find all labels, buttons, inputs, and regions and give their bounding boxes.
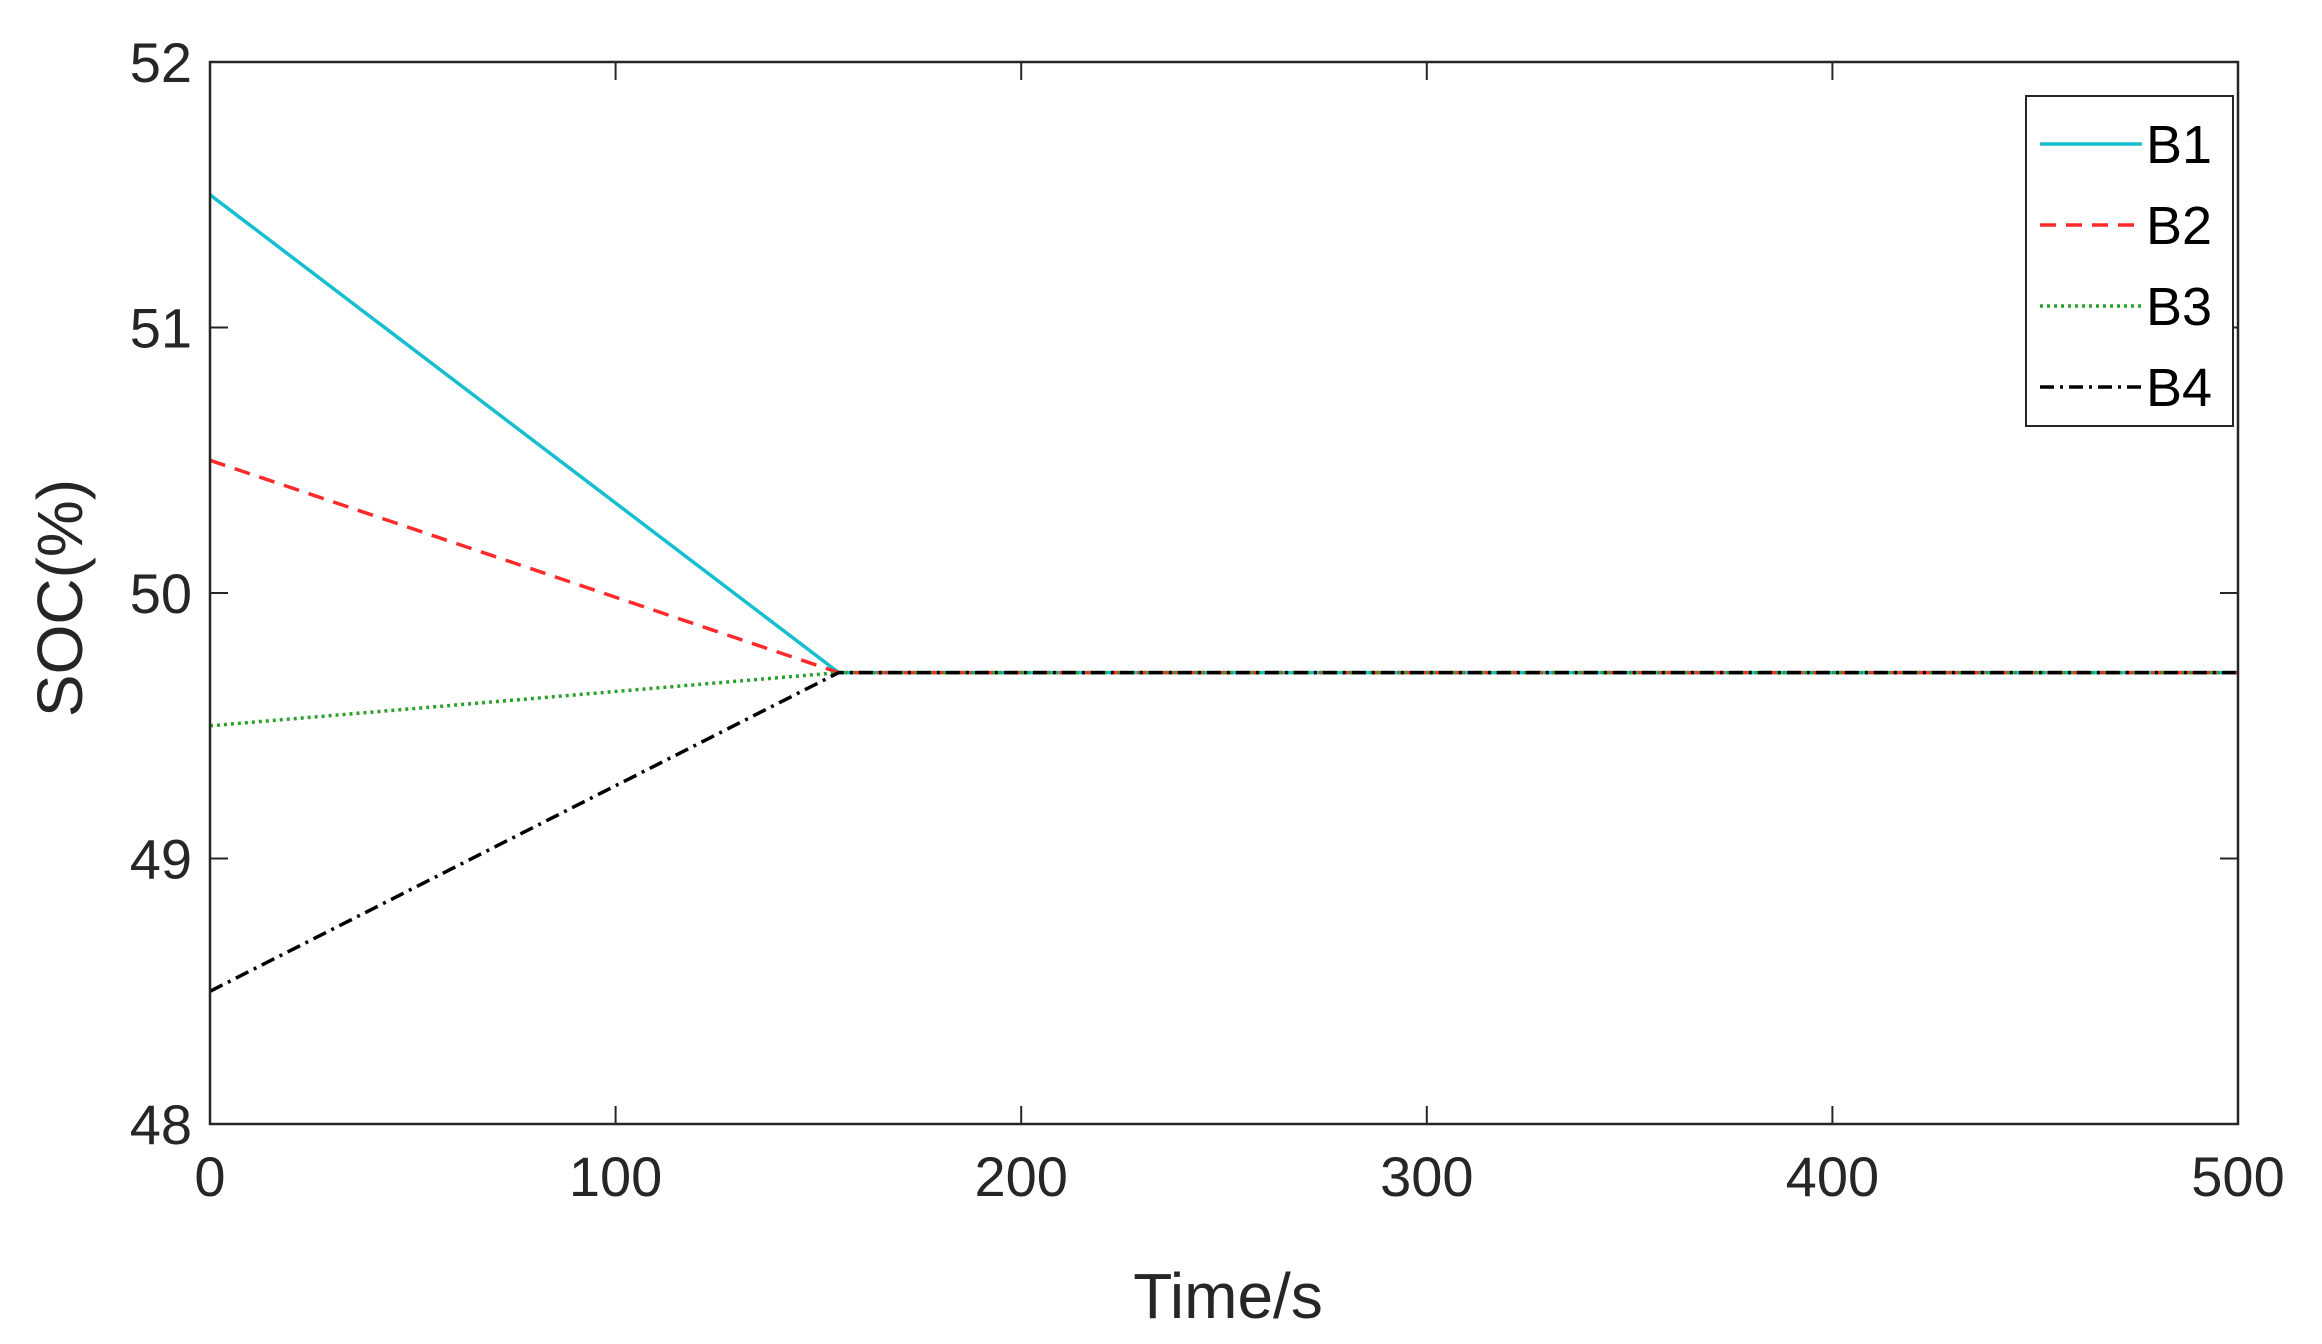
y-axis-ticks: 48 49 50 51 52 — [130, 31, 2238, 1156]
y-tick-label: 50 — [130, 562, 192, 625]
x-tick-label: 500 — [2191, 1145, 2284, 1208]
y-tick-label: 52 — [130, 31, 192, 94]
series-line-b4 — [209, 670, 2238, 993]
legend-label-b4: B4 — [2146, 358, 2212, 418]
legend: B1 B2 B3 B4 — [2025, 95, 2234, 427]
legend-label-b3: B3 — [2146, 277, 2212, 337]
x-tick-label: 0 — [194, 1145, 225, 1208]
legend-label-b2: B2 — [2146, 196, 2212, 256]
y-tick-label: 51 — [130, 297, 192, 360]
plot-background — [210, 62, 2238, 1124]
x-axis-label: Time/s — [1133, 1260, 1323, 1332]
legend-label-b1: B1 — [2146, 115, 2212, 175]
x-axis-ticks: 0 100 200 300 400 500 — [194, 62, 2285, 1208]
x-tick-label: 200 — [974, 1145, 1067, 1208]
y-axis-label: SOC(%) — [24, 479, 96, 717]
legend-box — [2025, 95, 2234, 427]
plot-area — [210, 62, 2238, 1124]
x-tick-label: 300 — [1380, 1145, 1473, 1208]
y-tick-label: 48 — [130, 1093, 192, 1156]
x-tick-label: 100 — [569, 1145, 662, 1208]
series-layer — [208, 193, 2238, 993]
x-tick-label: 400 — [1786, 1145, 1879, 1208]
y-tick-label: 49 — [130, 828, 192, 891]
